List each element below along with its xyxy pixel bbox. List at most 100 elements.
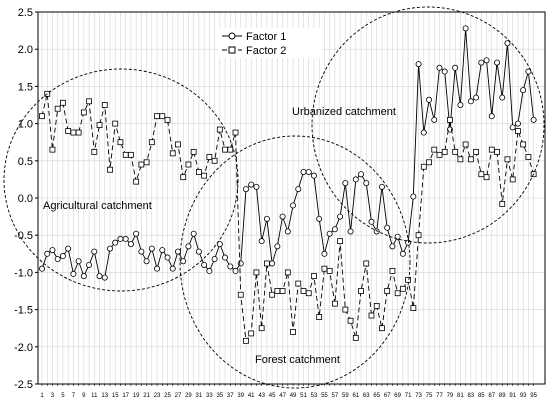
factor-1-point [59,253,66,260]
factor-2-point [122,151,129,158]
factor-1-point [242,186,249,193]
y-tick-label: -0.5 [14,230,33,242]
x-tick-label: 67 [384,393,391,399]
x-tick-label: 49 [290,393,297,399]
factor-2-point [117,139,124,146]
factor-2-point [363,260,370,267]
factor-2-point [431,146,438,153]
factor-2-point [499,201,506,207]
factor-2-point [211,157,218,164]
plot-frame [37,11,546,385]
factor-1-point [258,238,265,245]
factor-2-point [426,159,432,166]
factor-1-point [75,258,82,265]
x-tick-label: 89 [499,393,506,399]
factor-1-point [342,180,349,187]
y-tick-label: -1.0 [14,267,33,279]
factor-1-point [310,172,317,179]
factor-2-point [154,113,160,120]
legend-label-factor-2: Factor 2 [246,45,286,57]
x-tick-label: 29 [185,393,192,399]
x-tick-label: 61 [352,393,359,399]
factor-1-point [80,273,87,280]
x-tick-label: 27 [175,393,182,399]
factor-1-point [127,241,134,248]
x-tick-label: 11 [91,393,98,399]
x-tick-label: 95 [530,393,537,399]
factor-1-point [420,129,427,136]
x-tick-label: 15 [112,393,119,399]
factor-1-point [462,25,469,32]
factor-1-point [253,183,260,190]
factor-2-point [483,174,490,181]
factor-1-point [190,230,197,237]
x-tick-label: 39 [237,393,244,399]
factor-2-point [452,148,459,155]
factor-1-point [410,193,417,200]
factor-1-point [237,260,244,267]
factor-1-point [483,57,490,64]
x-tick-label: 85 [478,393,485,399]
factor-1-point [467,98,474,105]
factor-1-point [441,68,448,75]
factor-1-point [436,64,443,71]
factor-2-point [138,161,145,168]
x-tick-label: 33 [206,393,213,399]
factor-2-point [175,141,181,148]
y-tick-label: 2.0 [18,44,33,56]
factor-1-point [279,213,286,220]
y-tick-label: 1.0 [18,119,33,131]
factor-2-point [300,288,307,294]
factor-1-point [347,228,354,235]
factor-2-point [159,113,166,120]
factor-2-point [258,325,265,332]
factor-2-point [65,128,72,134]
x-tick-label: 45 [269,393,276,399]
factor-2-point [70,129,77,136]
factor-1-point [431,116,438,123]
factor-2-point [494,148,500,155]
factor-1-point [112,239,119,246]
factor-1-point [159,247,166,254]
x-tick-label: 65 [373,393,380,399]
factor-1-point [457,102,464,109]
factor-1-point [384,224,391,231]
factor-2-point [420,163,427,170]
x-tick-label: 1 [40,393,44,399]
factor-1-point [174,248,181,255]
factor-1-point [206,267,213,274]
forest-catchment-ellipse [179,135,411,389]
factor-2-point [107,166,113,173]
x-tick-label: 81 [457,393,464,399]
x-tick-label: 83 [468,393,475,399]
factor-1-point [54,256,61,263]
factor-1-point [295,186,302,193]
factor-1-point [70,270,77,277]
factor-1-point [263,215,270,222]
factor-2-point [504,156,511,163]
factor-2-point [399,285,406,292]
factor-1-point [227,263,234,270]
factor-2-point [180,174,187,181]
factor-2-point [101,102,108,108]
series-2 [39,90,537,344]
x-tick-label: 51 [300,393,307,399]
x-tick-label: 5 [61,393,65,399]
factor-1-point [509,124,516,131]
factor-2-point [520,141,527,148]
factor-1-point [368,218,375,225]
x-tick-label: 47 [279,393,286,399]
factor-2-point [222,146,228,153]
factor-2-point [75,129,82,136]
x-tick-label: 9 [82,393,86,399]
factor-2-point [96,122,103,128]
x-tick-label: 7 [72,393,76,399]
factor-2-point [190,148,197,155]
factor-1-point [352,176,359,183]
factor-1-point [446,126,453,133]
factor-2-point [169,150,176,157]
x-tick-label: 63 [363,393,370,399]
factor-1-point [44,250,51,257]
factor-1-point [39,265,46,272]
x-tick-label: 57 [332,393,339,399]
